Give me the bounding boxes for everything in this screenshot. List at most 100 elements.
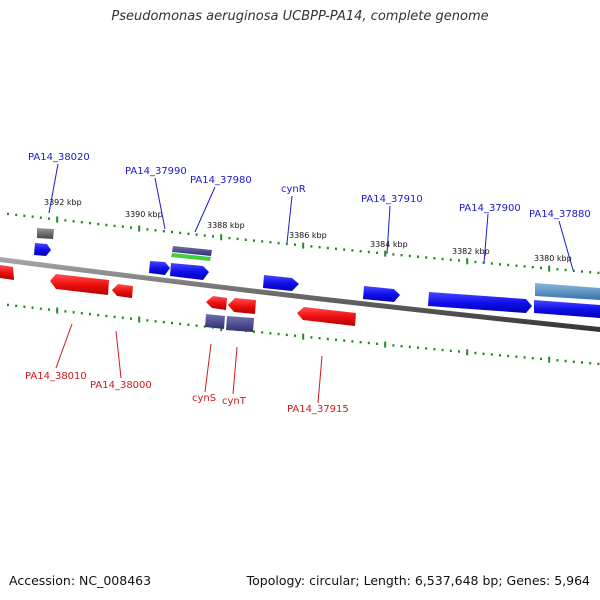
minor-tick xyxy=(367,250,370,254)
minor-tick xyxy=(171,321,173,325)
scale-label: 3392 kbp xyxy=(44,198,82,207)
minor-tick xyxy=(121,225,124,228)
minor-tick xyxy=(48,217,50,220)
gene-label-reverse[interactable]: PA14_37915 xyxy=(287,404,349,415)
minor-tick xyxy=(499,354,501,357)
gene-arrow-forward[interactable] xyxy=(170,263,209,280)
gene-other-purple[interactable] xyxy=(205,314,225,329)
scale-label: 3382 kbp xyxy=(452,247,490,256)
minor-tick xyxy=(39,307,42,310)
minor-tick xyxy=(7,212,9,216)
minor-tick xyxy=(367,341,370,345)
minor-tick xyxy=(531,357,534,360)
gene-pseudo-lightblue[interactable] xyxy=(535,283,600,300)
minor-tick xyxy=(343,339,346,342)
gene-arrow-forward[interactable] xyxy=(363,286,400,302)
forward-tick-row xyxy=(7,212,600,275)
minor-tick xyxy=(449,349,452,352)
minor-tick xyxy=(417,346,419,349)
gene-arrow-reverse[interactable] xyxy=(228,298,256,314)
minor-tick xyxy=(31,215,34,218)
minor-tick xyxy=(187,323,190,326)
gene-label-forward[interactable]: PA14_37900 xyxy=(459,203,521,214)
minor-tick xyxy=(564,359,567,363)
scale-label: 3388 kbp xyxy=(207,221,245,230)
minor-tick xyxy=(531,266,534,269)
minor-tick xyxy=(400,345,403,348)
minor-tick xyxy=(310,336,313,339)
forward-labels: PA14_38020 PA14_37990 PA14_37980 cynR PA… xyxy=(28,152,591,271)
minor-tick xyxy=(187,232,190,235)
reverse-genes xyxy=(0,265,356,332)
minor-tick xyxy=(351,249,354,252)
gene-arrow-reverse[interactable] xyxy=(112,284,133,298)
minor-tick xyxy=(203,325,206,328)
gene-other-purple[interactable] xyxy=(226,316,254,332)
gene-label-forward[interactable]: PA14_37990 xyxy=(125,166,187,177)
gene-label-reverse[interactable]: cynT xyxy=(222,396,247,407)
minor-tick xyxy=(253,239,255,242)
minor-tick xyxy=(261,331,264,334)
minor-tick xyxy=(507,263,510,267)
minor-tick xyxy=(392,344,395,347)
gene-highlight-green[interactable] xyxy=(171,253,211,261)
minor-tick xyxy=(490,262,493,265)
reverse-tick-row xyxy=(7,303,600,366)
minor-tick xyxy=(72,220,75,223)
minor-tick xyxy=(294,334,296,337)
gene-other-purple[interactable] xyxy=(172,246,212,256)
minor-tick xyxy=(335,247,337,250)
gene-label-forward[interactable]: PA14_37880 xyxy=(529,209,591,220)
gene-label-forward[interactable]: PA14_38020 xyxy=(28,152,90,163)
major-tick xyxy=(466,349,469,356)
gene-label-reverse[interactable]: PA14_38000 xyxy=(90,380,152,391)
minor-tick xyxy=(572,360,575,363)
minor-tick xyxy=(318,337,321,340)
accession-text: Accession: NC_008463 xyxy=(9,573,152,588)
minor-tick xyxy=(564,268,567,272)
major-tick xyxy=(138,225,141,232)
gene-arrow-forward[interactable] xyxy=(534,300,600,318)
gene-label-forward[interactable]: PA14_37910 xyxy=(361,194,423,205)
minor-tick xyxy=(572,269,575,272)
minor-tick xyxy=(154,229,157,232)
minor-tick xyxy=(162,321,165,324)
gene-rna-gray[interactable] xyxy=(37,228,54,239)
gene-arrow-reverse[interactable] xyxy=(206,296,227,310)
minor-tick xyxy=(39,216,42,219)
gene-arrow-forward[interactable] xyxy=(263,275,299,291)
minor-tick xyxy=(441,348,444,352)
gene-arrow-reverse[interactable] xyxy=(0,265,14,280)
minor-tick xyxy=(89,312,91,316)
gene-label-forward[interactable]: cynR xyxy=(281,184,306,195)
major-tick xyxy=(56,216,59,223)
minor-tick xyxy=(376,251,378,254)
gene-arrow-reverse[interactable] xyxy=(50,274,109,295)
minor-tick xyxy=(458,350,460,353)
minor-tick xyxy=(285,333,288,337)
minor-tick xyxy=(154,320,157,323)
major-tick xyxy=(384,250,387,257)
minor-tick xyxy=(523,356,526,359)
minor-tick xyxy=(523,265,526,268)
gene-arrow-forward[interactable] xyxy=(428,292,532,313)
scale-labels: 3392 kbp 3390 kbp 3388 kbp 3386 kbp 3384… xyxy=(44,198,572,263)
minor-tick xyxy=(408,345,411,349)
major-tick xyxy=(302,242,305,249)
gene-label-reverse[interactable]: PA14_38010 xyxy=(25,371,87,382)
minor-tick xyxy=(400,254,403,257)
minor-tick xyxy=(515,264,518,267)
minor-tick xyxy=(130,317,132,320)
minor-tick xyxy=(48,308,50,311)
gene-arrow-forward[interactable] xyxy=(149,261,170,275)
gene-label-forward[interactable]: PA14_37980 xyxy=(190,175,252,186)
gene-arrow-forward[interactable] xyxy=(34,243,51,256)
minor-tick xyxy=(195,324,198,327)
minor-tick xyxy=(146,319,149,322)
gene-arrow-reverse[interactable] xyxy=(297,307,356,326)
minor-tick xyxy=(146,228,149,231)
minor-tick xyxy=(597,271,600,275)
minor-tick xyxy=(425,347,428,350)
gene-label-reverse[interactable]: cynS xyxy=(192,393,216,404)
minor-tick xyxy=(474,351,477,355)
